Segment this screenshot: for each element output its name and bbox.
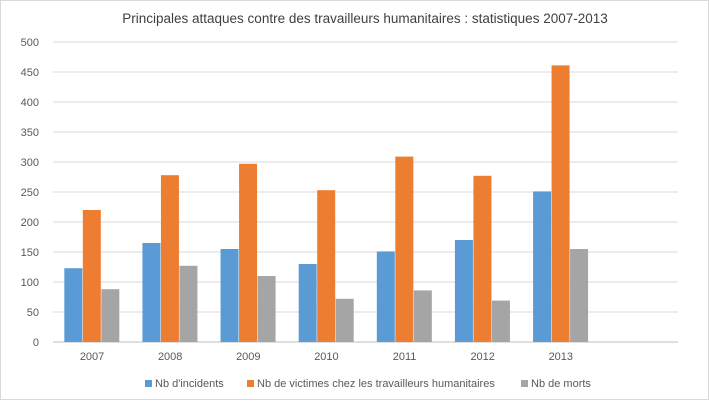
chart-title: Principales attaques contre des travaill… [122,11,608,26]
bar-2010-series-2 [317,190,336,342]
bar-2013-series-1 [533,191,552,342]
bar-2012-series-2 [473,175,492,342]
x-axis-tick-labels: 2007 2008 2009 2010 2011 2012 2013 [80,351,573,363]
bar-2012-series-1 [454,240,473,342]
bar-2009-series-2 [239,163,258,342]
legend-label: Nb de victimes chez les travailleurs hum… [257,378,495,390]
bar-2011-series-2 [395,156,414,342]
bar-2010-series-1 [298,264,317,342]
bar-2008-series-1 [142,243,161,342]
bar-series [64,65,589,343]
bar-2007-series-2 [82,210,101,342]
y-tick-label: 50 [27,307,39,319]
y-tick-label: 250 [21,187,39,199]
x-tick-label: 2007 [80,351,104,363]
y-axis-tick-labels: 0 50 100 150 200 250 300 350 400 450 500 [21,37,39,349]
bar-2011-series-3 [413,290,432,342]
bar-2007-series-1 [64,268,83,342]
legend-label: Nb de morts [531,378,591,390]
x-tick-label: 2013 [549,351,573,363]
bar-2007-series-3 [101,289,120,342]
y-tick-label: 450 [21,67,39,79]
y-tick-label: 150 [21,247,39,259]
y-tick-label: 400 [21,97,39,109]
bar-2009-series-3 [257,276,276,342]
x-tick-label: 2008 [158,351,182,363]
y-tick-label: 200 [21,217,39,229]
y-tick-label: 500 [21,37,39,49]
y-tick-label: 0 [33,337,39,349]
y-tick-label: 300 [21,157,39,169]
y-tick-label: 100 [21,277,39,289]
x-tick-label: 2011 [393,351,417,363]
bar-2011-series-1 [376,251,395,342]
y-tick-label: 350 [21,127,39,139]
legend-swatch [247,380,254,387]
x-tick-label: 2009 [236,351,260,363]
legend: Nb d'incidents Nb de victimes chez les tr… [145,378,591,390]
bar-2010-series-3 [335,298,354,342]
x-tick-label: 2012 [470,351,494,363]
bar-2008-series-2 [160,175,179,342]
bar-2013-series-2 [551,65,570,343]
x-tick-label: 2010 [314,351,338,363]
bar-2013-series-3 [570,249,589,342]
bar-2008-series-3 [179,265,198,342]
bar-2012-series-3 [491,300,510,342]
legend-swatch [145,380,152,387]
legend-swatch [521,380,528,387]
legend-label: Nb d'incidents [155,378,224,390]
bar-2009-series-1 [220,249,239,342]
